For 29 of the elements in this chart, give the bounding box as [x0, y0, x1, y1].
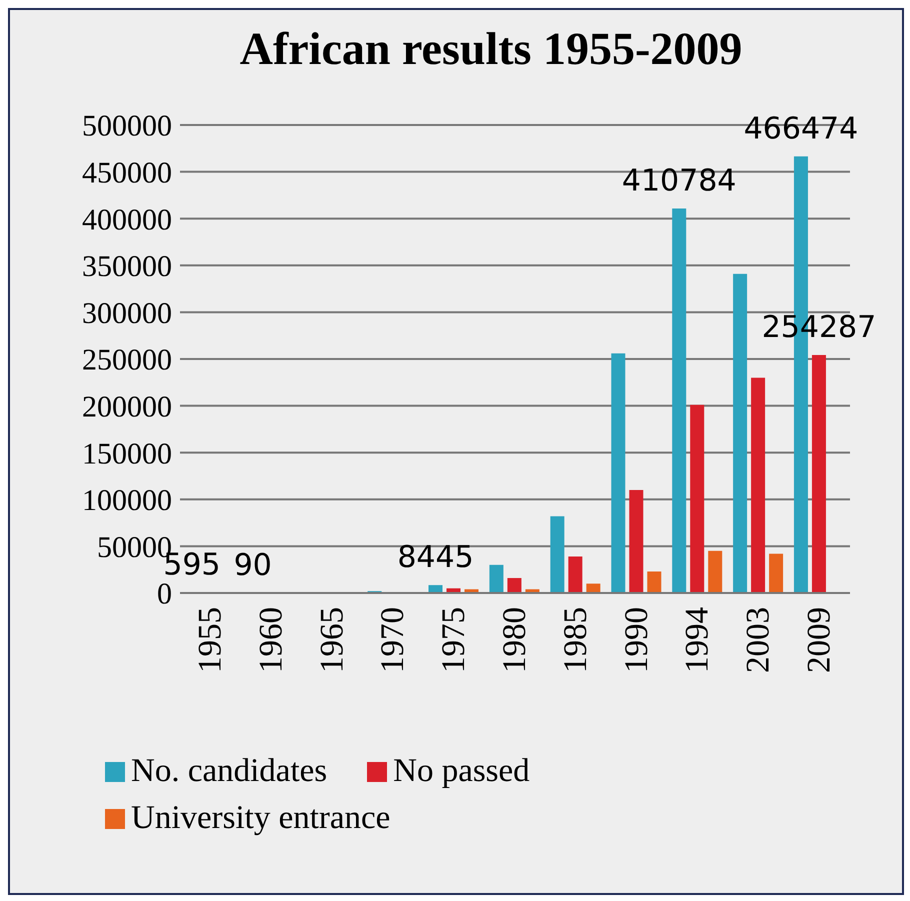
- x-tick-label: 1990: [618, 607, 655, 673]
- data-label: 90: [234, 548, 272, 583]
- x-tick-label: 1985: [558, 607, 594, 673]
- y-tick-label: 450000: [82, 156, 172, 190]
- legend-label: University entrance: [131, 800, 390, 837]
- y-tick-label: 150000: [82, 437, 172, 470]
- y-tick-label: 0: [157, 578, 172, 611]
- legend-label: No. candidates: [131, 753, 328, 790]
- y-tick-label: 300000: [82, 296, 172, 330]
- y-tick-label: 500000: [82, 110, 172, 143]
- x-tick-label: 2009: [802, 607, 838, 673]
- x-tick-label: 1965: [314, 607, 350, 673]
- y-tick-label: 100000: [82, 484, 172, 518]
- data-label: 410784: [622, 164, 736, 199]
- y-tick-label: 250000: [82, 344, 172, 377]
- y-tick-label: 400000: [82, 203, 172, 236]
- y-tick-label: 200000: [82, 390, 172, 424]
- x-tick-label: 1980: [497, 607, 533, 673]
- x-tick-label: 1970: [375, 607, 412, 673]
- x-tick-label: 1955: [192, 607, 228, 673]
- chart-title: African results 1955-2009: [238, 22, 744, 75]
- data-label: 466474: [744, 111, 858, 146]
- x-tick-label: 1994: [680, 607, 716, 673]
- legend-label: No passed: [393, 753, 530, 790]
- y-tick-label: 350000: [82, 250, 172, 284]
- x-tick-label: 1960: [253, 607, 290, 673]
- x-tick-label: 2003: [740, 607, 777, 673]
- data-label: 8445: [397, 540, 474, 576]
- x-tick-label: 1975: [436, 607, 472, 673]
